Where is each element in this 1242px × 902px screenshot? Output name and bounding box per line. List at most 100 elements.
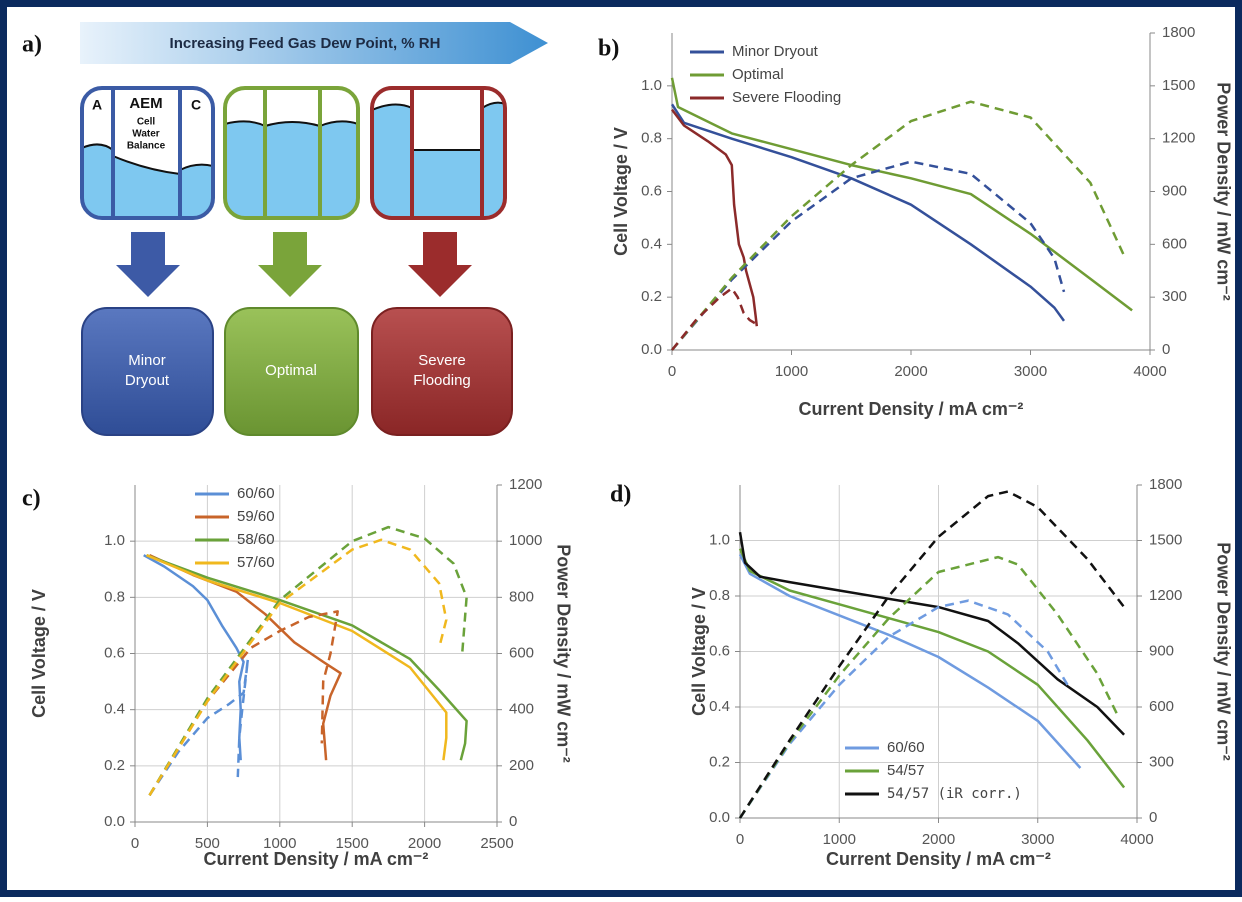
voltage-line (143, 554, 245, 761)
power-line (148, 657, 250, 796)
outcome-text: Dryout (125, 372, 170, 389)
y-tick-label: 0.4 (709, 698, 730, 715)
power-line (148, 538, 448, 796)
power-line (148, 525, 468, 796)
y-tick-label: 0.8 (641, 130, 662, 147)
y-tick-label: 1.0 (709, 531, 730, 548)
x-tick-label: 4000 (1133, 363, 1166, 380)
y2-tick-label: 0 (509, 813, 517, 830)
y-tick-label: 0.4 (104, 701, 125, 718)
voltage-line (738, 553, 1082, 769)
arrow-text: Increasing Feed Gas Dew Point, % RH (170, 35, 441, 52)
y2-axis-title: Power Density / mW cm⁻² (1213, 82, 1233, 301)
x-tick-label: 0 (131, 835, 139, 852)
chart: c)0 500 1000 1500 2000 25000.00.20.40.60.81.0… (22, 476, 573, 869)
y2-tick-label: 1200 (1149, 587, 1182, 604)
y2-tick-label: 1500 (1162, 77, 1195, 94)
x-tick-label: 2000 (894, 363, 927, 380)
x-tick-label: 1500 (336, 835, 369, 852)
down-arrow (258, 232, 322, 297)
panel-label: b) (598, 36, 619, 62)
x-tick-label: 1000 (823, 831, 856, 848)
panel-label: a) (22, 32, 42, 58)
down-arrow (408, 232, 472, 297)
x-tick-label: 2000 (922, 831, 955, 848)
y-tick-label: 0.2 (709, 753, 730, 770)
outcome-text: Optimal (265, 362, 317, 379)
legend-label: 54/57 (iR corr.) (887, 786, 1022, 802)
power-line (671, 160, 1066, 351)
balance-label: Water (132, 129, 160, 140)
y2-tick-label: 300 (1149, 753, 1174, 770)
y2-tick-label: 800 (509, 588, 534, 605)
legend-label: 54/57 (887, 762, 925, 779)
y-tick-label: 0.0 (104, 813, 125, 830)
y-tick-label: 0.2 (641, 288, 662, 305)
cell-optimal (225, 88, 358, 218)
y-tick-label: 0.0 (641, 341, 662, 358)
cell-border (370, 86, 507, 220)
voltage-line (146, 554, 468, 761)
outcome-text: Minor (128, 352, 166, 369)
power-line (148, 610, 339, 796)
legend-label: 60/60 (237, 485, 275, 502)
x-tick-label: 0 (736, 831, 744, 848)
y2-tick-label: 900 (1162, 182, 1187, 199)
y2-axis-title: Power Density / mW cm⁻² (1213, 542, 1233, 761)
power-line (671, 100, 1125, 351)
legend-label: Severe Flooding (732, 89, 841, 106)
y-tick-label: 0.6 (104, 644, 125, 661)
power-line (738, 555, 1119, 819)
y-tick-label: 0.6 (709, 642, 730, 659)
x-axis-title: Current Density / mA cm⁻² (204, 849, 429, 869)
y-axis-title: Cell Voltage / V (29, 589, 49, 718)
power-line (671, 287, 757, 351)
cell-border (223, 86, 360, 220)
outcome-box (371, 307, 513, 436)
y-tick-label: 0.6 (641, 182, 662, 199)
voltage-line (148, 554, 342, 761)
voltage-line (738, 548, 1126, 789)
y-tick-label: 0.0 (709, 809, 730, 826)
cell-border (80, 86, 215, 220)
outcome-box (81, 307, 214, 436)
y-tick-label: 0.2 (104, 757, 125, 774)
voltage-line (670, 77, 1133, 312)
y2-tick-label: 600 (1149, 698, 1174, 715)
x-tick-label: 1000 (263, 835, 296, 852)
y2-tick-label: 1200 (1162, 130, 1195, 147)
y2-tick-label: 0 (1162, 341, 1170, 358)
power-line (738, 490, 1126, 819)
x-tick-label: 500 (195, 835, 220, 852)
balance-label: Cell (137, 117, 156, 128)
y2-tick-label: 600 (509, 644, 534, 661)
outcome-box (224, 307, 359, 436)
power-line (738, 599, 1069, 819)
y2-tick-label: 900 (1149, 642, 1174, 659)
membrane-label: AEM (129, 95, 162, 112)
y2-tick-label: 1500 (1149, 531, 1182, 548)
y2-tick-label: 0 (1149, 809, 1157, 826)
y-tick-label: 0.4 (641, 235, 662, 252)
y2-tick-label: 300 (1162, 288, 1187, 305)
y2-tick-label: 1800 (1149, 476, 1182, 493)
y-tick-label: 1.0 (104, 532, 125, 549)
legend-label: Minor Dryout (732, 43, 819, 60)
balance-label: Balance (127, 141, 166, 152)
legend-label: 57/60 (237, 554, 275, 571)
y2-tick-label: 1000 (509, 532, 542, 549)
y2-tick-label: 200 (509, 757, 534, 774)
x-axis-title: Current Density / mA cm⁻² (799, 399, 1024, 419)
x-tick-label: 2500 (480, 835, 513, 852)
cell-dryout (82, 88, 213, 218)
voltage-line (738, 531, 1125, 736)
anode-label: A (92, 97, 102, 113)
chart: d) 0 1000 2000 3000 4000 0.0 0.2 0.4 0.6 0.8 1.0 0 30… (610, 476, 1233, 869)
voltage-line (146, 554, 448, 761)
cell-flooding (372, 88, 505, 218)
rh-arrow (80, 22, 548, 64)
legend-label: Optimal (732, 66, 784, 83)
